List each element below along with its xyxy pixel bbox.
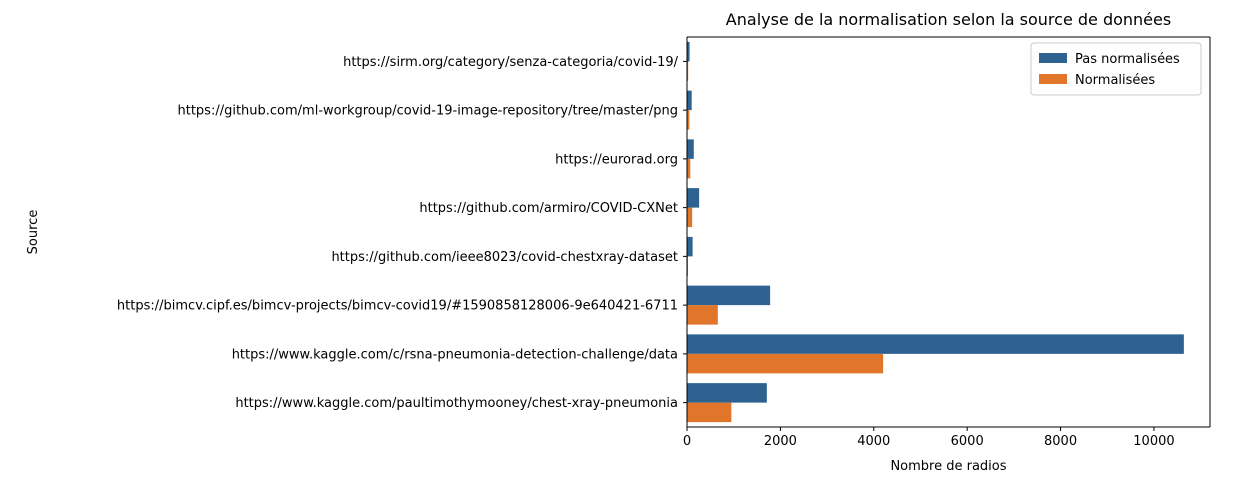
y-tick-label: https://www.kaggle.com/paultimothymooney… [235, 396, 678, 411]
bar-pas-normalisees-4 [687, 236, 693, 257]
x-tick-label: 10000 [1133, 434, 1174, 449]
y-tick-label: https://github.com/armiro/COVID-CXNet [419, 201, 678, 216]
bar-pas-normalisees-1 [687, 90, 692, 111]
y-tick-label: https://github.com/ieee8023/covid-chestx… [331, 250, 678, 265]
legend-label: Normalisées [1075, 73, 1155, 88]
bar-pas-normalisees-6 [687, 334, 1184, 354]
legend: Pas normalisées Normalisées [1030, 42, 1202, 96]
legend-swatch [1039, 53, 1067, 63]
x-axis-title: Nombre de radios [890, 459, 1006, 474]
bar-normalisees-3 [687, 207, 693, 228]
legend-swatch [1039, 74, 1067, 84]
legend-label: Pas normalisées [1075, 52, 1180, 67]
bar-normalisees-1 [687, 110, 690, 130]
y-tick-label: https://github.com/ml-workgroup/covid-19… [177, 104, 678, 119]
x-tick-label: 6000 [951, 434, 984, 449]
x-tick-label: 2000 [764, 434, 797, 449]
chart-title: Analyse de la normalisation selon la sou… [726, 10, 1171, 29]
legend-box [1030, 42, 1202, 96]
axes-layer: 0 2000 4000 6000 8000 10000 https://sirm.org/c… [117, 36, 1211, 449]
bar-normalisees-2 [687, 158, 691, 179]
bar-pas-normalisees-2 [687, 139, 694, 159]
x-tick-label: 0 [683, 434, 691, 449]
bar-pas-normalisees-5 [687, 285, 771, 306]
x-tick-label: 8000 [1044, 434, 1077, 449]
y-tick-label: https://bimcv.cipf.es/bimcv-projects/bim… [117, 299, 678, 314]
y-tick-label: https://sirm.org/category/senza-categori… [343, 55, 679, 70]
bar-normalisees-6 [687, 353, 884, 374]
bars-layer [687, 41, 1184, 423]
y-tick-label: https://eurorad.org [555, 152, 678, 167]
bar-normalisees-7 [687, 402, 732, 423]
bar-normalisees-0 [687, 61, 689, 81]
bar-pas-normalisees-0 [687, 41, 690, 62]
bar-pas-normalisees-3 [687, 188, 700, 208]
y-tick-label: https://www.kaggle.com/c/rsna-pneumonia-… [232, 347, 678, 362]
y-axis-title: Source [26, 210, 41, 255]
bar-normalisees-5 [687, 305, 718, 325]
bar-pas-normalisees-7 [687, 383, 767, 403]
x-tick-label: 4000 [857, 434, 890, 449]
